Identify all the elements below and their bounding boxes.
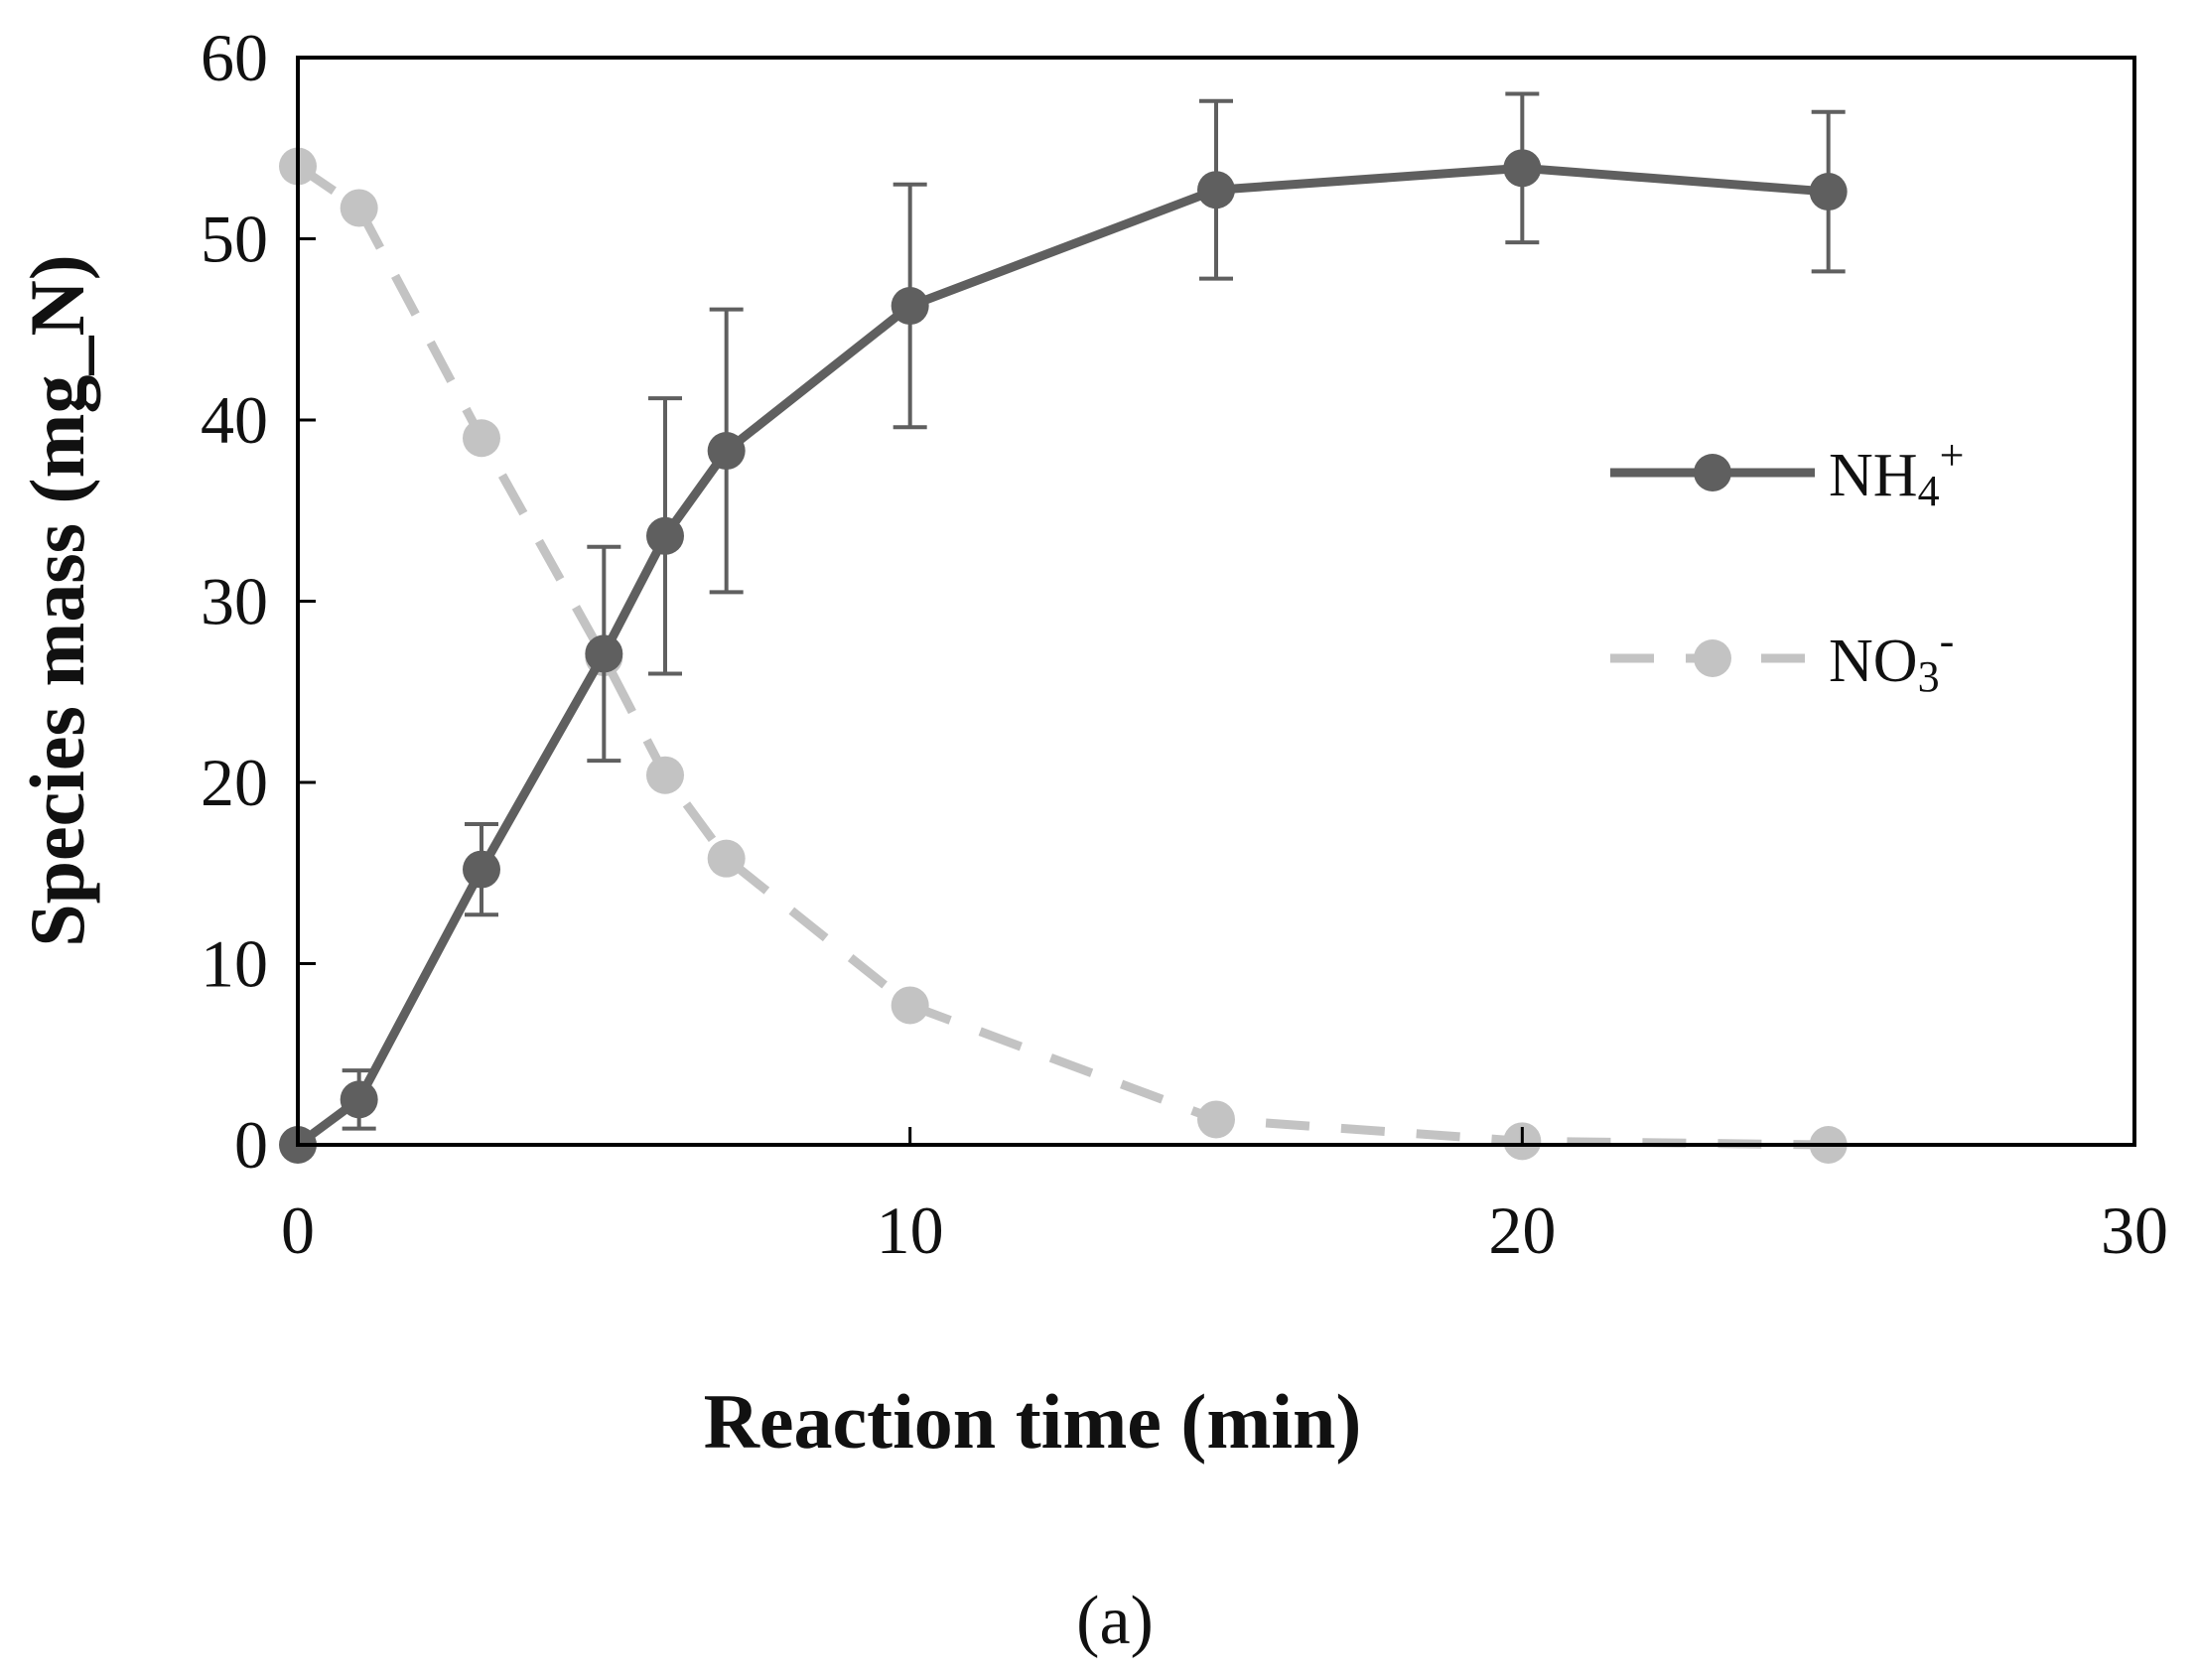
legend-label-nh4: NH4+ bbox=[1829, 431, 1964, 515]
y-tick-label: 40 bbox=[201, 382, 268, 458]
data-point-no3 bbox=[891, 986, 929, 1025]
series-no3 bbox=[279, 147, 1848, 1164]
legend-marker-no3 bbox=[1694, 639, 1731, 677]
data-point-no3 bbox=[1197, 1100, 1235, 1139]
legend: NH4+ NO3- bbox=[1610, 431, 1964, 701]
data-point-no3 bbox=[646, 756, 684, 794]
tick-layer: 0 10 20 30 40 50 60 0 10 20 30 bbox=[201, 20, 2168, 1268]
series-layer bbox=[279, 91, 1848, 1164]
legend-item-no3: NO3- bbox=[1610, 617, 1954, 701]
data-point-no3 bbox=[707, 839, 746, 878]
y-tick-label: 50 bbox=[201, 202, 268, 277]
data-point-nh4 bbox=[646, 516, 684, 555]
data-point-nh4 bbox=[1503, 149, 1542, 188]
data-point-nh4 bbox=[463, 850, 500, 889]
y-tick-label: 10 bbox=[201, 926, 268, 1002]
data-point-nh4 bbox=[340, 1080, 378, 1119]
y-tick-label: 0 bbox=[234, 1107, 268, 1183]
x-tick-label: 10 bbox=[877, 1192, 944, 1268]
y-tick-label: 20 bbox=[201, 745, 268, 820]
data-point-nh4 bbox=[585, 634, 623, 673]
data-point-no3 bbox=[340, 189, 378, 227]
y-tick-label: 30 bbox=[201, 564, 268, 639]
y-axis-title: Species mass (mg_N) bbox=[14, 254, 100, 947]
figure-caption: (a) bbox=[1076, 1583, 1154, 1659]
legend-item-nh4: NH4+ bbox=[1610, 431, 1964, 515]
x-tick-label: 0 bbox=[281, 1192, 315, 1268]
legend-label-no3: NO3- bbox=[1829, 617, 1954, 701]
series-nh4 bbox=[279, 91, 1848, 1164]
data-point-nh4 bbox=[1197, 171, 1235, 210]
x-tick-label: 20 bbox=[1488, 1192, 1556, 1268]
data-point-nh4 bbox=[1809, 173, 1848, 211]
data-point-nh4 bbox=[707, 432, 746, 471]
x-tick-label: 30 bbox=[2101, 1192, 2168, 1268]
series-line-nh4 bbox=[295, 163, 1830, 1149]
data-point-nh4 bbox=[891, 287, 929, 326]
data-point-no3 bbox=[463, 419, 500, 458]
x-axis-title: Reaction time (min) bbox=[704, 1378, 1362, 1465]
series-line-no3 bbox=[295, 162, 1829, 1150]
y-tick-label: 60 bbox=[201, 20, 268, 95]
legend-marker-nh4 bbox=[1694, 454, 1731, 491]
